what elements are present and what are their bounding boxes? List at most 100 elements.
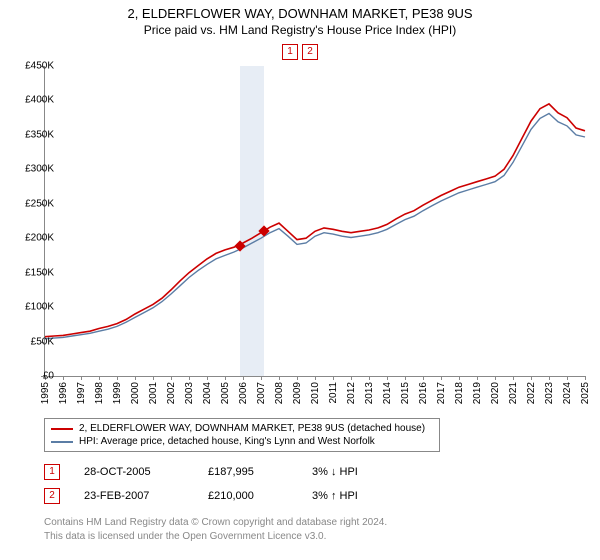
x-tick-label: 1999	[112, 382, 123, 404]
series-property	[45, 104, 585, 337]
event-date: 28-OCT-2005	[84, 466, 184, 478]
x-tick	[387, 376, 388, 380]
events-block: 1 28-OCT-2005 £187,995 3% ↓ HPI 2 23-FEB-2007…	[44, 460, 402, 508]
x-tick-label: 2004	[202, 382, 213, 404]
event-price: £187,995	[208, 466, 288, 478]
series-hpi	[45, 114, 585, 339]
x-tick	[189, 376, 190, 380]
x-tick	[243, 376, 244, 380]
x-tick	[459, 376, 460, 380]
y-tick-label: £350K	[14, 129, 54, 140]
x-tick	[531, 376, 532, 380]
x-tick	[207, 376, 208, 380]
x-tick-label: 2022	[526, 382, 537, 404]
event-row: 1 28-OCT-2005 £187,995 3% ↓ HPI	[44, 460, 402, 484]
x-tick-label: 2019	[472, 382, 483, 404]
y-tick-label: £150K	[14, 267, 54, 278]
title-main: 2, ELDERFLOWER WAY, DOWNHAM MARKET, PE38…	[0, 6, 600, 21]
x-tick-label: 2015	[400, 382, 411, 404]
x-tick-label: 2021	[508, 382, 519, 404]
legend-label: HPI: Average price, detached house, King…	[79, 436, 375, 447]
chart-svg	[45, 66, 585, 376]
x-tick-label: 2017	[436, 382, 447, 404]
footer-line-2: This data is licensed under the Open Gov…	[44, 530, 387, 544]
x-tick-label: 2016	[418, 382, 429, 404]
title-sub: Price paid vs. HM Land Registry's House …	[0, 23, 600, 37]
legend-row: 2, ELDERFLOWER WAY, DOWNHAM MARKET, PE38…	[51, 422, 433, 435]
x-tick-label: 2002	[166, 382, 177, 404]
x-tick	[405, 376, 406, 380]
y-tick-label: £450K	[14, 61, 54, 72]
x-tick-label: 2009	[292, 382, 303, 404]
x-tick	[261, 376, 262, 380]
y-tick-label: £0	[14, 371, 54, 382]
event-badge: 2	[44, 488, 60, 504]
x-tick-label: 1997	[76, 382, 87, 404]
x-tick-label: 2020	[490, 382, 501, 404]
legend-box: 2, ELDERFLOWER WAY, DOWNHAM MARKET, PE38…	[44, 418, 440, 452]
x-tick-label: 2012	[346, 382, 357, 404]
y-tick-label: £300K	[14, 164, 54, 175]
event-delta: 3% ↓ HPI	[312, 466, 402, 478]
x-tick	[513, 376, 514, 380]
legend-row: HPI: Average price, detached house, King…	[51, 435, 433, 448]
x-tick	[423, 376, 424, 380]
x-tick	[279, 376, 280, 380]
x-tick	[369, 376, 370, 380]
x-tick-label: 2013	[364, 382, 375, 404]
legend-swatch	[51, 441, 73, 443]
x-tick-label: 1998	[94, 382, 105, 404]
x-tick	[441, 376, 442, 380]
event-row: 2 23-FEB-2007 £210,000 3% ↑ HPI	[44, 484, 402, 508]
x-tick-label: 1995	[40, 382, 51, 404]
x-tick	[135, 376, 136, 380]
x-tick	[153, 376, 154, 380]
x-tick	[585, 376, 586, 380]
x-tick-label: 2005	[220, 382, 231, 404]
y-tick-label: £200K	[14, 233, 54, 244]
x-tick-label: 2000	[130, 382, 141, 404]
y-tick-label: £250K	[14, 198, 54, 209]
x-tick	[99, 376, 100, 380]
x-tick	[495, 376, 496, 380]
x-tick	[225, 376, 226, 380]
x-tick-label: 1996	[58, 382, 69, 404]
x-tick-label: 2011	[328, 382, 339, 404]
event-badge: 1	[44, 464, 60, 480]
title-block: 2, ELDERFLOWER WAY, DOWNHAM MARKET, PE38…	[0, 0, 600, 37]
event-price: £210,000	[208, 490, 288, 502]
x-tick	[315, 376, 316, 380]
x-tick-label: 2018	[454, 382, 465, 404]
x-tick	[297, 376, 298, 380]
x-tick	[81, 376, 82, 380]
marker-badge: 1	[282, 44, 298, 60]
legend-swatch	[51, 428, 73, 430]
chart-container: 2, ELDERFLOWER WAY, DOWNHAM MARKET, PE38…	[0, 0, 600, 560]
x-tick	[63, 376, 64, 380]
x-tick	[351, 376, 352, 380]
legend-label: 2, ELDERFLOWER WAY, DOWNHAM MARKET, PE38…	[79, 423, 425, 434]
x-tick-label: 2003	[184, 382, 195, 404]
chart-area: 1995199619971998199920002001200220032004…	[44, 66, 585, 377]
x-tick-label: 2008	[274, 382, 285, 404]
x-tick-label: 2024	[562, 382, 573, 404]
y-tick-label: £50K	[14, 336, 54, 347]
marker-badge: 2	[302, 44, 318, 60]
y-tick-label: £400K	[14, 95, 54, 106]
event-delta: 3% ↑ HPI	[312, 490, 402, 502]
marker-badges: 12	[0, 44, 600, 62]
event-date: 23-FEB-2007	[84, 490, 184, 502]
x-tick-label: 2007	[256, 382, 267, 404]
x-tick-label: 2010	[310, 382, 321, 404]
x-tick	[549, 376, 550, 380]
x-tick-label: 2014	[382, 382, 393, 404]
footer-line-1: Contains HM Land Registry data © Crown c…	[44, 516, 387, 530]
x-tick-label: 2001	[148, 382, 159, 404]
x-tick-label: 2006	[238, 382, 249, 404]
x-tick-label: 2025	[580, 382, 591, 404]
x-tick-label: 2023	[544, 382, 555, 404]
y-tick-label: £100K	[14, 302, 54, 313]
x-tick	[477, 376, 478, 380]
x-tick	[333, 376, 334, 380]
x-tick	[567, 376, 568, 380]
